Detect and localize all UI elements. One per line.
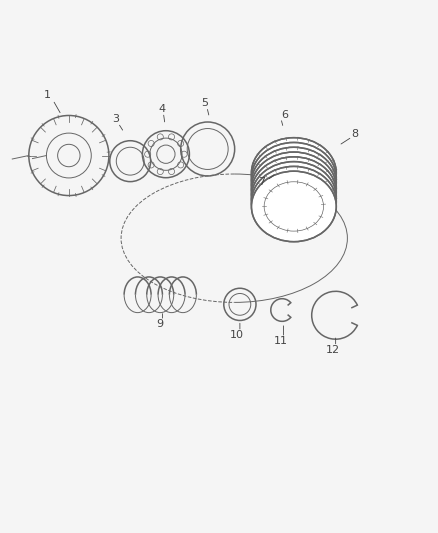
Text: 9: 9 xyxy=(157,319,164,329)
Text: 1: 1 xyxy=(44,91,50,100)
Text: 4: 4 xyxy=(158,104,165,114)
Ellipse shape xyxy=(251,157,336,228)
Ellipse shape xyxy=(251,147,336,218)
Ellipse shape xyxy=(251,138,336,208)
Ellipse shape xyxy=(251,161,336,232)
Text: 5: 5 xyxy=(201,98,208,108)
Text: 11: 11 xyxy=(274,336,288,346)
Ellipse shape xyxy=(251,171,336,241)
Ellipse shape xyxy=(251,142,336,213)
Text: 7: 7 xyxy=(258,176,265,187)
Text: 8: 8 xyxy=(351,129,358,139)
Text: 6: 6 xyxy=(282,110,289,120)
Text: 3: 3 xyxy=(112,115,119,124)
Text: 12: 12 xyxy=(326,345,340,355)
Text: 10: 10 xyxy=(230,330,244,340)
Ellipse shape xyxy=(251,152,336,223)
Ellipse shape xyxy=(251,166,336,237)
